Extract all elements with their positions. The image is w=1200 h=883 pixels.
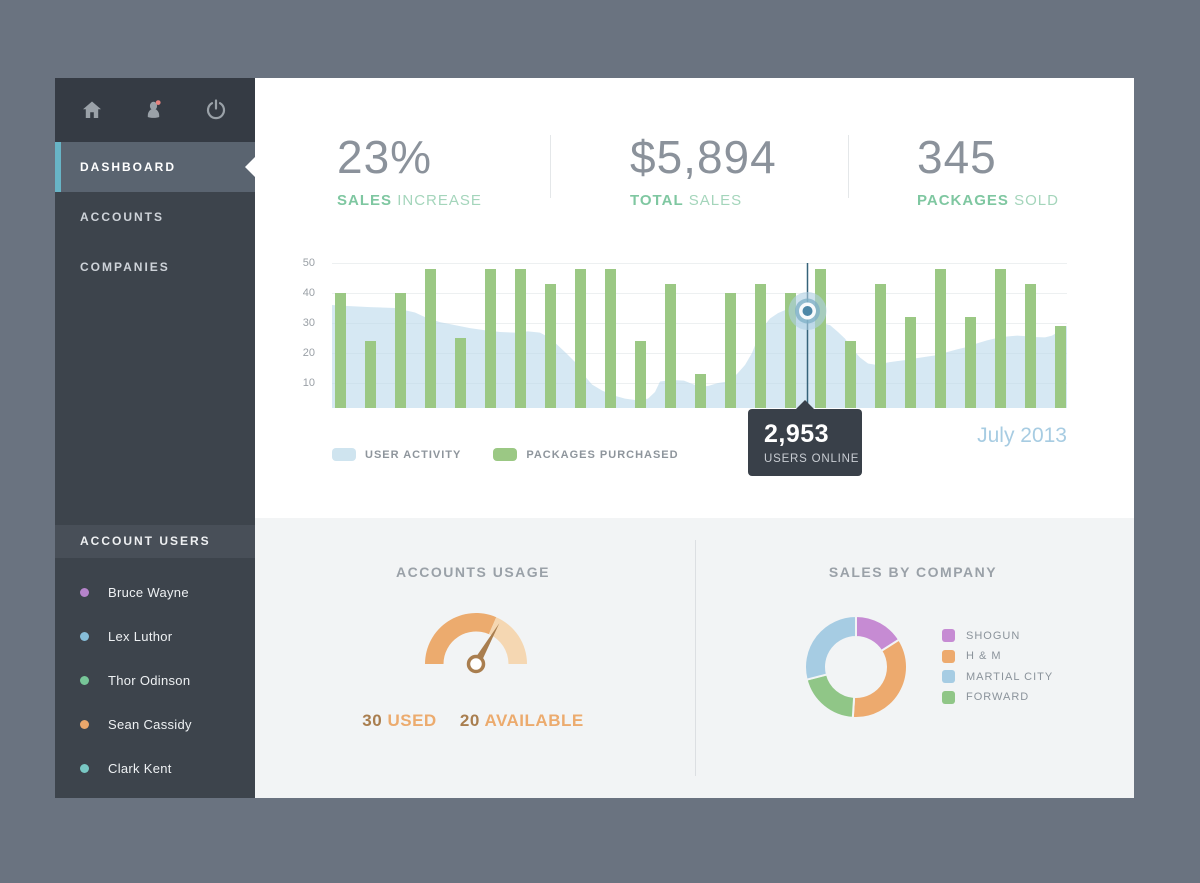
account-users-list: Bruce Wayne Lex Luthor Thor Odinson Sean Ca… [55,570,255,790]
stat-value: 345 [917,131,997,183]
donut-legend-swatch [942,670,955,683]
donut-legend-swatch [942,629,955,642]
sidebar-item-label: DASHBOARD [80,160,176,174]
sidebar: DASHBOARD ACCOUNTS COMPANIES ACCOUNT USE… [55,78,255,798]
section-divider [695,540,696,776]
legend-label: PACKAGES PURCHASED [526,448,679,461]
sidebar-item-label: ACCOUNTS [80,210,164,224]
activity-packages-chart[interactable] [332,263,1067,408]
sales-by-company-legend: SHOGUN H & M MARTIAL CITY FORWARD [942,629,1053,711]
user-color-dot [80,587,89,597]
donut-legend-row: FORWARD [942,690,1053,704]
tooltip-label: USERS ONLINE [764,453,860,465]
chart-legend: USER ACTIVITY PACKAGES PURCHASED [332,448,711,461]
user-name: Bruce Wayne [108,584,189,600]
stat-divider [550,135,551,198]
used-label: USED [387,711,437,730]
chart-period-label: July 2013 [977,424,1067,447]
accounts-usage-gauge [425,612,527,674]
stat-label: PACKAGES SOLD [917,192,1059,210]
donut-legend-label: H & M [966,650,1002,662]
stat-divider [848,135,849,198]
donut-legend-label: FORWARD [966,691,1030,703]
y-axis-tick: 40 [302,287,315,299]
sales-by-company-title: SALES BY COMPANY [828,564,998,580]
used-count: 30 [362,711,383,730]
legend-label: USER ACTIVITY [365,448,462,461]
donut-legend-row: SHOGUN [942,629,1053,642]
sidebar-icon-bar [55,78,255,142]
sidebar-menu: DASHBOARD ACCOUNTS COMPANIES [55,142,255,292]
stat-total-sales: $5,894 TOTAL SALES [630,131,777,210]
user-color-dot [80,675,89,685]
donut-legend-label: MARTIAL CITY [966,670,1054,683]
accounts-usage-title: ACCOUNTS USAGE [395,564,550,580]
stat-label: TOTAL SALES [630,192,743,210]
user-color-dot [80,631,89,641]
user-list-item[interactable]: Bruce Wayne [55,570,255,614]
dashboard-bottom-panel: ACCOUNTS USAGE 30 USED 20 AVAILABLE SALE… [255,518,1134,798]
stat-packages-sold: 345 PACKAGES SOLD [917,131,1059,210]
user-name: Clark Kent [108,760,172,776]
user-list-item[interactable]: Thor Odinson [55,658,255,702]
tooltip-value: 2,953 [764,420,830,448]
user-color-dot [80,763,89,773]
user-name: Thor Odinson [108,672,191,688]
y-axis-tick: 10 [302,377,315,389]
legend-swatch [332,448,356,461]
active-accent-bar [55,142,61,192]
power-icon[interactable] [205,99,227,121]
notification-dot [155,100,161,105]
sidebar-item-dashboard[interactable]: DASHBOARD [55,142,255,192]
sidebar-item-accounts[interactable]: ACCOUNTS [55,192,255,242]
y-axis-tick: 50 [302,257,315,269]
donut-legend-swatch [942,649,955,663]
user-name: Sean Cassidy [108,716,192,732]
sales-by-company-donut [804,614,908,719]
donut-legend-row: H & M [942,649,1053,663]
user-icon[interactable] [143,99,165,121]
account-users-header: ACCOUNT USERS [55,525,255,558]
user-name: Lex Luthor [108,628,173,644]
donut-legend-label: SHOGUN [966,629,1021,642]
user-color-dot [80,719,89,729]
accounts-usage-values: 30 USED 20 AVAILABLE [293,711,653,731]
user-list-item[interactable]: Clark Kent [55,746,255,790]
app-window: DASHBOARD ACCOUNTS COMPANIES ACCOUNT USE… [55,78,1134,798]
dashboard-top-panel: 23% SALES INCREASE $5,894 TOTAL SALES 34… [255,78,1134,518]
user-list-item[interactable]: Sean Cassidy [55,702,255,746]
sidebar-item-label: COMPANIES [80,260,170,274]
donut-legend-swatch [942,690,955,704]
y-axis-tick: 20 [302,347,315,359]
legend-item: PACKAGES PURCHASED [493,448,678,461]
available-label: AVAILABLE [484,711,584,730]
y-axis-tick: 30 [302,317,315,329]
donut-legend-row: MARTIAL CITY [942,670,1053,683]
stat-sales-increase: 23% SALES INCREASE [337,131,482,210]
stat-value: $5,894 [630,131,777,183]
main-content: 23% SALES INCREASE $5,894 TOTAL SALES 34… [255,78,1134,798]
chart-tooltip: 2,953 USERS ONLINE [748,400,862,476]
stat-value: 23% [337,131,433,183]
available-count: 20 [459,711,480,730]
stat-label: SALES INCREASE [337,192,482,210]
user-list-item[interactable]: Lex Luthor [55,614,255,658]
legend-swatch [493,448,518,461]
legend-item: USER ACTIVITY [332,448,461,461]
sidebar-item-companies[interactable]: COMPANIES [55,242,255,292]
home-icon[interactable] [81,99,103,121]
